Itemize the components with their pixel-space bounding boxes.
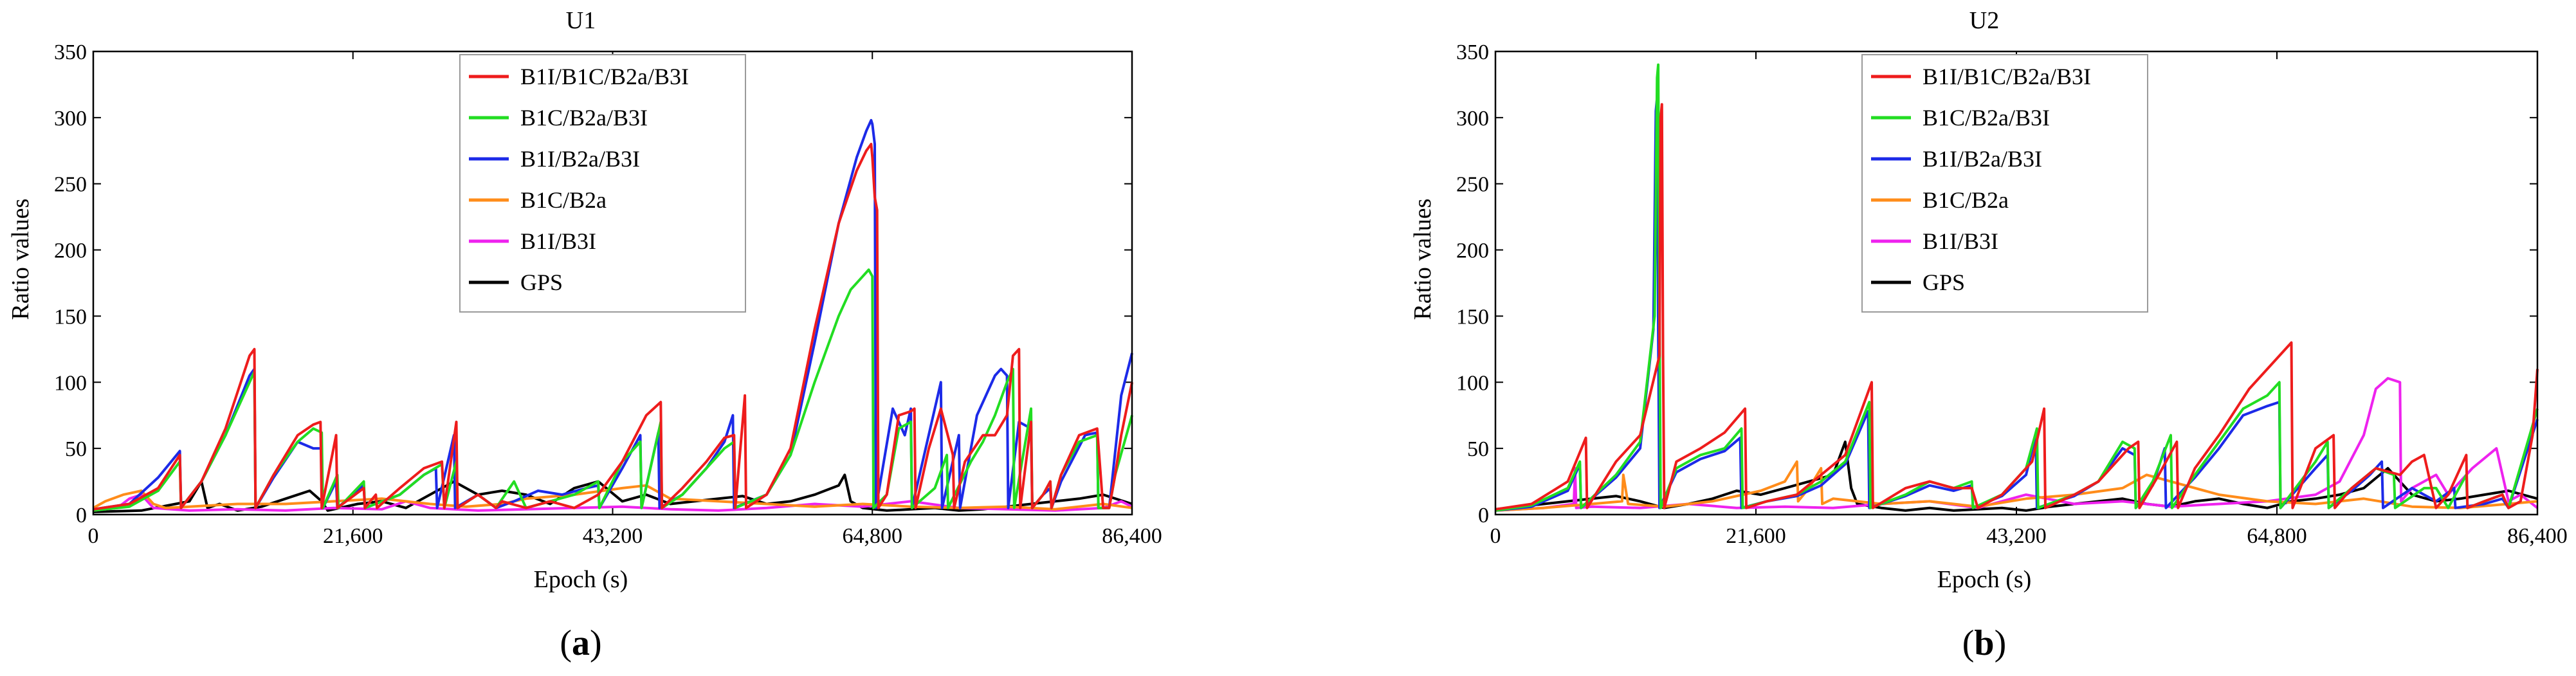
series-line-b1c-b2a: [1495, 460, 2538, 512]
legend: B1I/B1C/B2a/B3I B1C/B2a/B3I B1I/B2a/B3I B1C…: [459, 54, 746, 313]
legend-label: GPS: [520, 269, 563, 295]
legend-label: B1C/B2a: [520, 187, 607, 213]
y-tick-label: 350: [54, 41, 87, 64]
y-tick-label: 250: [54, 173, 87, 197]
legend: B1I/B1C/B2a/B3I B1C/B2a/B3I B1I/B2a/B3I B1C…: [1861, 54, 2148, 313]
legend-label: B1I/B1C/B2a/B3I: [1923, 64, 2091, 89]
series-line-b1c-b2a-b3i: [93, 268, 1133, 512]
x-tick-label: 86,400: [1102, 524, 1162, 548]
panel-label: (b): [1962, 623, 2006, 663]
panel-label: (a): [560, 623, 601, 663]
axis-ticks: 0 50 100 150 200 250 300 350 0 21,600 43,200 64,800…: [1456, 41, 2568, 548]
x-tick-label: 64,800: [843, 524, 903, 548]
y-axis-label: Ratio values: [7, 199, 34, 320]
y-tick-label: 0: [1478, 504, 1489, 527]
series-line-b1i-b1c-b2a-b3i: [93, 143, 1133, 511]
y-tick-label: 150: [1456, 305, 1489, 329]
legend-label: GPS: [1923, 269, 1965, 295]
y-tick-label: 100: [54, 371, 87, 395]
y-tick-label: 250: [1456, 173, 1489, 197]
y-tick-label: 100: [1456, 371, 1489, 395]
plot-frame: [92, 50, 1133, 516]
y-axis-label: Ratio values: [1409, 199, 1436, 320]
chart-panel-u1: U1 Ratio values Epoch (s) (a) 0 50 100 150 2…: [7, 7, 1162, 663]
legend-label: B1I/B3I: [520, 228, 596, 254]
x-tick-label: 21,600: [323, 524, 383, 548]
chart-title: U1: [566, 7, 596, 34]
series-line-b1c-b2a: [93, 484, 1133, 511]
legend-box: [459, 54, 746, 313]
series-line-b1i-b3i: [1495, 377, 2539, 512]
series-line-b1i-b1c-b2a-b3i: [1495, 103, 2539, 511]
legend-label: B1I/B3I: [1923, 228, 1998, 254]
y-tick-label: 150: [54, 305, 87, 329]
y-tick-label: 0: [76, 504, 87, 527]
x-tick-label: 64,800: [2247, 524, 2307, 548]
legend-label: B1I/B1C/B2a/B3I: [520, 64, 689, 89]
legend-label: B1C/B2a: [1923, 187, 2009, 213]
plot-frame: [1494, 50, 2539, 516]
y-tick-label: 300: [1456, 107, 1489, 131]
y-tick-label: 50: [1467, 437, 1489, 461]
x-tick-label: 43,200: [1986, 524, 2047, 548]
legend-label: B1C/B2a/B3I: [520, 105, 648, 131]
chart-panel-u2: U2 Ratio values Epoch (s) (b) 0 50 100 150 2…: [1409, 7, 2568, 663]
x-tick-label: 43,200: [583, 524, 643, 548]
x-axis-label: Epoch (s): [534, 566, 628, 593]
y-tick-label: 200: [1456, 239, 1489, 263]
x-tick-label: 86,400: [2507, 524, 2568, 548]
legend-label: B1C/B2a/B3I: [1923, 105, 2050, 131]
plot-lines: [1495, 63, 2539, 512]
chart-title: U2: [1969, 7, 1999, 34]
series-line-b1i-b3i: [93, 493, 1133, 512]
y-tick-label: 300: [54, 107, 87, 131]
x-axis-label: Epoch (s): [1937, 566, 2032, 593]
x-tick-label: 0: [88, 524, 99, 548]
axis-ticks: 0 50 100 150 200 250 300 350 0 21,600 43,200 64,800…: [54, 41, 1162, 548]
legend-label: B1I/B2a/B3I: [520, 146, 640, 172]
y-tick-label: 50: [65, 437, 87, 461]
legend-label: B1I/B2a/B3I: [1923, 146, 2042, 172]
x-tick-label: 21,600: [1726, 524, 1786, 548]
y-tick-label: 350: [1456, 41, 1489, 64]
plot-lines: [93, 119, 1133, 513]
legend-box: [1861, 54, 2148, 313]
x-tick-label: 0: [1490, 524, 1501, 548]
y-tick-label: 200: [54, 239, 87, 263]
